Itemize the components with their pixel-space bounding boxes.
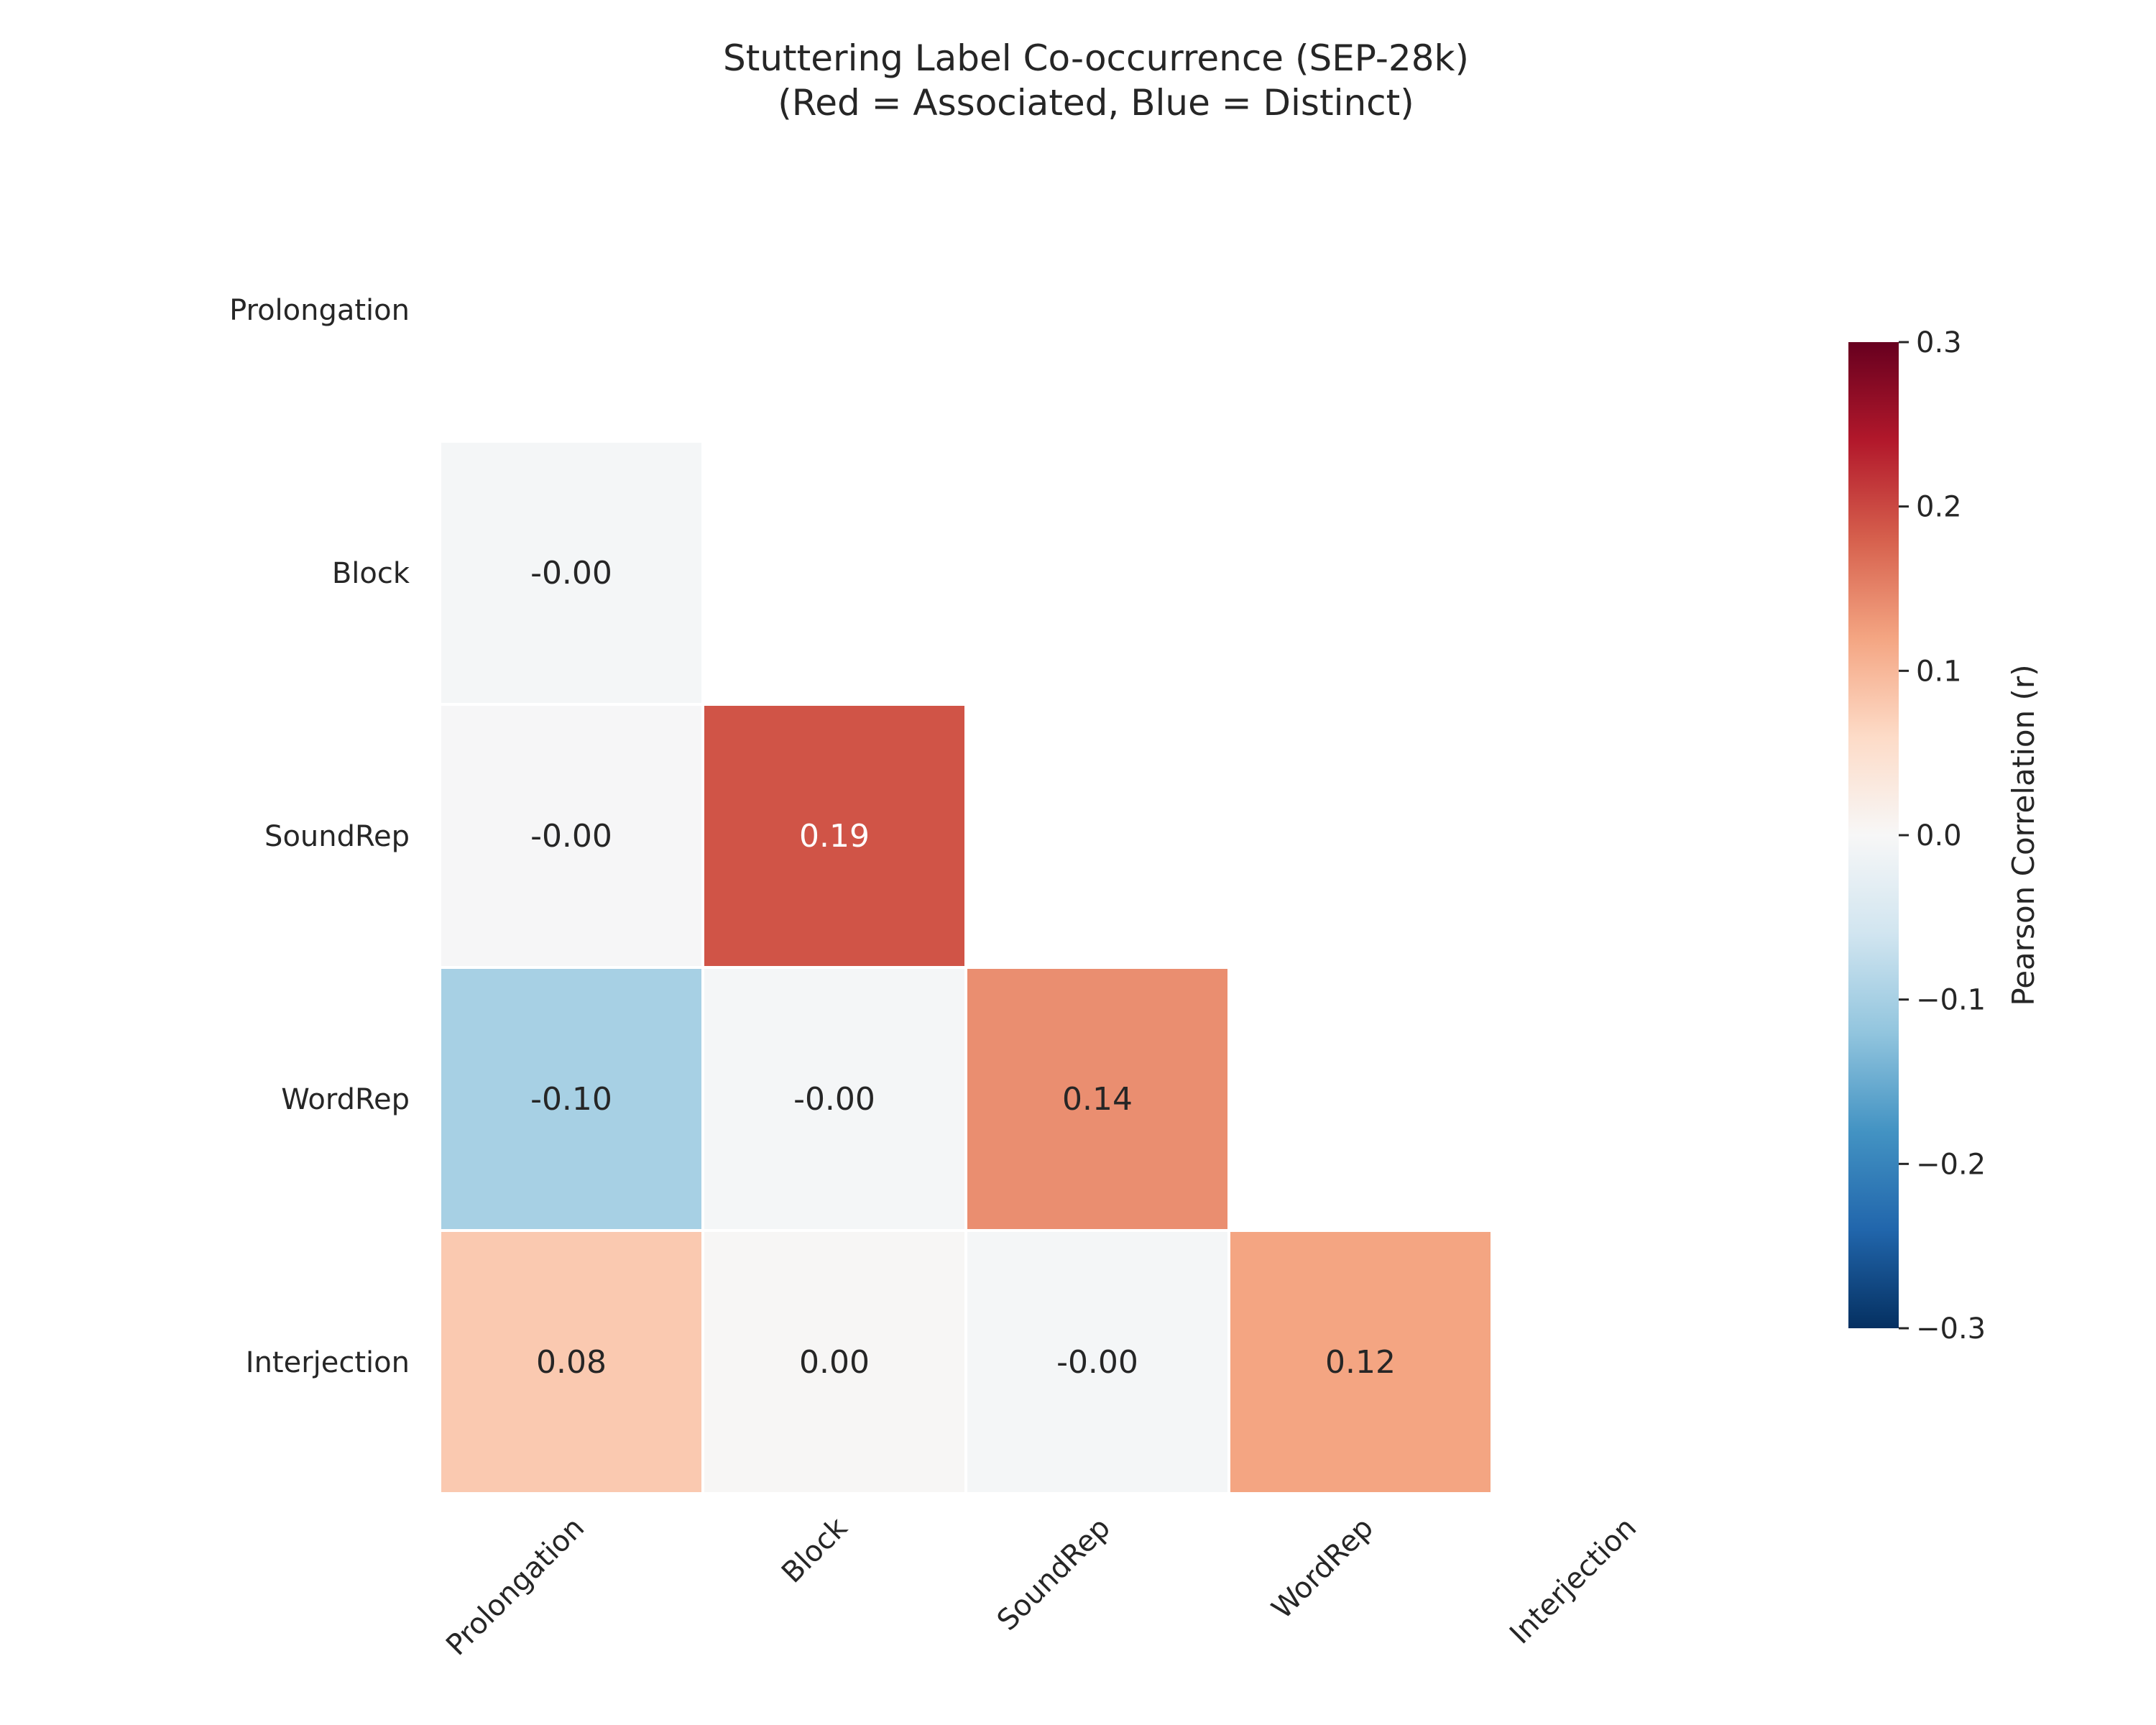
heatmap-cell	[438, 703, 704, 969]
cell-value-label: 0.12	[1325, 1344, 1396, 1381]
heatmap-cell	[701, 966, 967, 1232]
colorbar-tick-label: 0.0	[1916, 819, 1962, 852]
x-tick-label: Interjection	[1503, 1512, 1643, 1651]
colorbar-label: Pearson Correlation (r)	[2006, 664, 2041, 1006]
y-tick-label: Block	[332, 557, 410, 590]
chart-subtitle: (Red = Associated, Blue = Distinct)	[778, 82, 1414, 124]
colorbar-tick-label: 0.1	[1916, 655, 1962, 688]
cell-value-label: 0.14	[1062, 1081, 1133, 1118]
colorbar: 0.3 0.2 0.1 0.0 −0.1 −0.2 −0.3 Pearson Correla…	[1848, 326, 2041, 1346]
colorbar-tick-label: 0.2	[1916, 491, 1962, 524]
heatmap-cell	[701, 703, 967, 969]
x-tick-label: WordRep	[1266, 1512, 1380, 1626]
colorbar-tick-label: −0.3	[1916, 1312, 1986, 1346]
heatmap-cell	[701, 1229, 967, 1495]
y-axis-tick-labels: Prolongation Block SoundRep WordRep Interjec…	[229, 294, 410, 1379]
cell-value-label: -0.10	[530, 1081, 612, 1118]
colorbar-tick-label: −0.2	[1916, 1148, 1986, 1181]
colorbar-tick-label: 0.3	[1916, 326, 1962, 359]
heatmap-cell	[438, 1229, 704, 1495]
heatmap-cell	[438, 440, 704, 706]
x-tick-label: Block	[775, 1511, 854, 1590]
colorbar-ticks: 0.3 0.2 0.1 0.0 −0.1 −0.2 −0.3	[1899, 326, 1986, 1346]
heatmap-cell	[438, 966, 704, 1232]
y-tick-label: Interjection	[246, 1346, 410, 1379]
colorbar-tick-label: −0.1	[1916, 984, 1986, 1017]
heatmap-cells: -0.00 -0.00 0.19 -0.10 -0.00 0.14 0.08 0.00 -0.0…	[438, 440, 1493, 1495]
cell-value-label: 0.08	[536, 1344, 607, 1381]
y-tick-label: Prolongation	[229, 294, 410, 327]
x-tick-label: Prolongation	[440, 1512, 591, 1662]
y-tick-label: WordRep	[281, 1083, 410, 1116]
heatmap-cell	[964, 1229, 1230, 1495]
y-tick-label: SoundRep	[264, 820, 410, 853]
x-axis-tick-labels: Prolongation Block SoundRep WordRep Interjec…	[440, 1511, 1643, 1662]
colorbar-gradient	[1848, 342, 1899, 1328]
heatmap-cell	[1227, 1229, 1493, 1495]
cell-value-label: -0.00	[793, 1081, 875, 1118]
x-tick-label: SoundRep	[991, 1512, 1117, 1637]
cell-value-label: 0.00	[799, 1344, 870, 1381]
chart-title: Stuttering Label Co-occurrence (SEP-28k)	[723, 37, 1469, 79]
cell-value-label: -0.00	[530, 818, 612, 855]
cell-value-label: 0.19	[799, 818, 870, 855]
cell-value-label: -0.00	[1056, 1344, 1138, 1381]
cell-value-label: -0.00	[530, 555, 612, 592]
heatmap-cell	[964, 966, 1230, 1232]
